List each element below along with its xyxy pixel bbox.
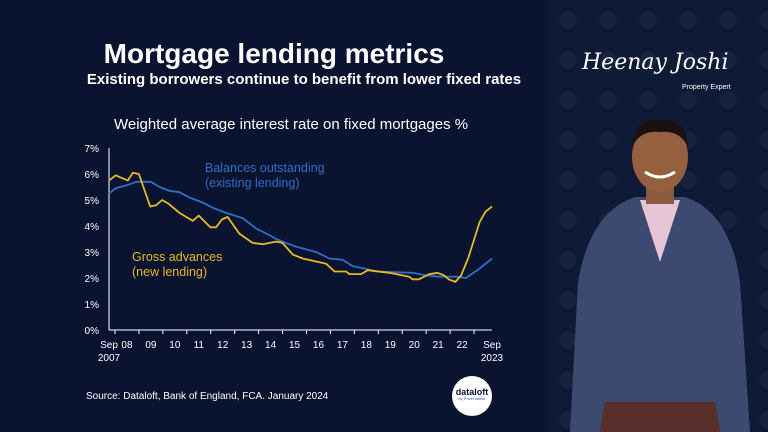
x-tick-label: 22 [457, 340, 469, 351]
page-subtitle: Existing borrowers continue to benefit f… [86, 71, 522, 88]
page-title: Mortgage lending metrics [103, 38, 445, 69]
y-tick-label: 0% [85, 326, 100, 337]
x-tick-label: 12 [217, 340, 229, 351]
series-label-balances-1: Balances outstanding [205, 161, 325, 175]
x-tick-label: 08 [121, 340, 133, 351]
logo-text: dataloft [455, 387, 489, 397]
x-tick-label: 11 [194, 340, 205, 351]
chart-panel [0, 0, 548, 432]
y-tick-label: 1% [85, 300, 100, 311]
presenter-photo [570, 119, 750, 432]
logo-sub: by PriceHubble [458, 397, 486, 402]
x-tick-label: 16 [313, 340, 325, 351]
signature: Heenay Joshi [582, 50, 729, 75]
y-tick-label: 7% [85, 144, 100, 155]
x-tick-label: 09 [145, 340, 157, 351]
presenter-role: Property Expert [682, 84, 731, 91]
x-tick-label: 19 [385, 340, 397, 351]
source-note: Source: Dataloft, Bank of England, FCA. … [86, 391, 329, 402]
series-line-gross [108, 171, 493, 283]
series-label-gross-1: Gross advances [132, 250, 222, 264]
y-tick-label: 2% [85, 274, 100, 285]
x-tick-label-year: 2007 [98, 353, 121, 364]
x-tick-label-year: 2023 [481, 353, 504, 364]
x-tick-label: 15 [289, 340, 301, 351]
y-tick-label: 6% [85, 170, 100, 181]
y-tick-label: 4% [85, 222, 100, 233]
y-tick-label: 3% [85, 248, 100, 259]
x-tick-label: 14 [265, 340, 277, 351]
series-label-balances-2: (existing lending) [205, 176, 300, 190]
x-tick-label: 10 [169, 340, 181, 351]
x-tick-label: 18 [361, 340, 373, 351]
x-tick-label: 17 [337, 340, 349, 351]
x-tick-label: 21 [433, 340, 445, 351]
x-tick-label: Sep [483, 340, 501, 351]
x-tick-label: 20 [409, 340, 421, 351]
chart-title: Weighted average interest rate on fixed … [114, 116, 469, 133]
series-label-gross-2: (new lending) [132, 265, 207, 279]
x-tick-label: 13 [241, 340, 253, 351]
dataloft-logo: dataloft by PriceHubble [452, 376, 492, 416]
x-tick-label: Sep [100, 340, 118, 351]
y-tick-label: 5% [85, 196, 100, 207]
